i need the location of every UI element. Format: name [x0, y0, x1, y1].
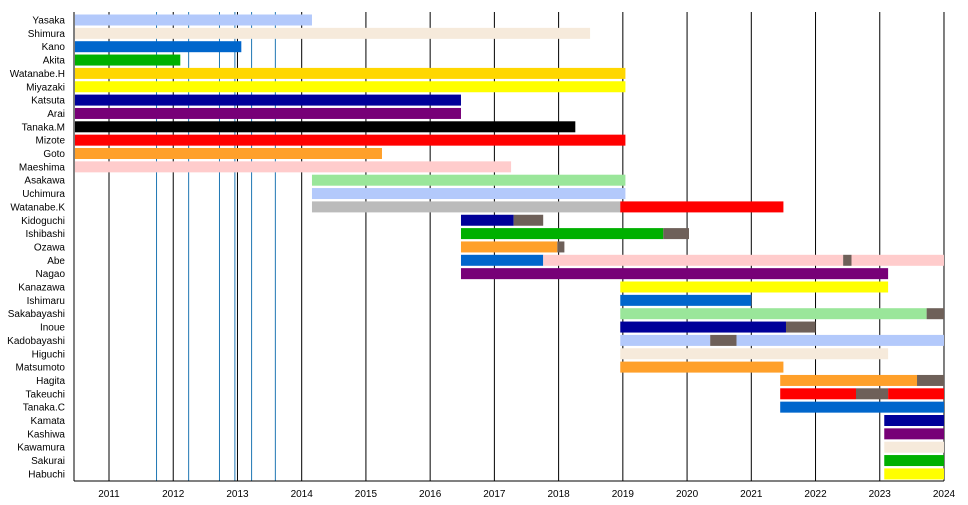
- member-bar-segment: [736, 334, 944, 346]
- member-label: Watanabe.K: [10, 202, 65, 213]
- member-bar-segment: [926, 308, 944, 320]
- member-bar-segment: [74, 134, 626, 146]
- x-tick-label: 2014: [291, 489, 314, 500]
- member-bar-segment: [74, 27, 591, 39]
- member-label: Goto: [43, 149, 65, 160]
- x-tick-label: 2022: [804, 489, 827, 500]
- member-label: Matsumoto: [16, 363, 66, 374]
- member-bar-segment: [460, 214, 514, 226]
- member-label: Tanaka.M: [22, 122, 65, 133]
- member-label: Watanabe.H: [10, 69, 65, 80]
- member-bar-segment: [74, 67, 626, 79]
- member-bar-segment: [620, 294, 752, 306]
- member-label: Ishibashi: [26, 229, 65, 240]
- member-bar-segment: [460, 268, 889, 280]
- member-bar-segment: [620, 308, 927, 320]
- member-bar-segment: [543, 254, 844, 266]
- member-label: Kidoguchi: [21, 216, 65, 227]
- member-label: Mizote: [36, 136, 66, 147]
- member-label: Arai: [47, 109, 65, 120]
- x-tick-label: 2012: [162, 489, 185, 500]
- x-tick-label: 2013: [226, 489, 249, 500]
- member-bar-segment: [780, 401, 944, 413]
- member-bar-segment: [460, 254, 544, 266]
- member-label: Ishimaru: [27, 296, 65, 307]
- member-label: Nagao: [36, 269, 66, 280]
- member-label: Kashiwa: [27, 429, 65, 440]
- x-tick-label: 2011: [98, 489, 120, 500]
- x-tick-label: 2021: [740, 489, 763, 500]
- member-bar-segment: [74, 14, 312, 26]
- member-label: Takeuchi: [26, 389, 65, 400]
- member-bar-segment: [620, 348, 889, 360]
- member-bar-segment: [460, 241, 558, 253]
- member-label: Kanazawa: [18, 283, 65, 294]
- x-tick-label: 2015: [355, 489, 378, 500]
- member-bar-segment: [884, 428, 944, 440]
- member-label: Maeshima: [19, 162, 66, 173]
- member-bar-segment: [620, 361, 784, 373]
- member-bar-segment: [74, 54, 181, 66]
- member-label: Sakabayashi: [8, 309, 65, 320]
- member-bar-segment: [74, 81, 626, 93]
- x-tick-label: 2019: [612, 489, 635, 500]
- member-label: Ozawa: [34, 242, 66, 253]
- x-tick-label: 2018: [547, 489, 570, 500]
- x-tick-label: 2023: [869, 489, 892, 500]
- x-tick-label: 2024: [933, 489, 956, 500]
- member-bar-segment: [311, 201, 621, 213]
- member-bar-segment: [851, 254, 944, 266]
- member-label: Kawamura: [17, 443, 65, 454]
- member-bar-segment: [710, 334, 737, 346]
- member-label: Asakawa: [24, 176, 65, 187]
- member-label: Miyazaki: [26, 82, 65, 93]
- member-bar-segment: [785, 321, 816, 333]
- member-bar-segment: [843, 254, 852, 266]
- x-tick-label: 2016: [419, 489, 442, 500]
- member-bar-segment: [311, 188, 626, 200]
- member-bar-segment: [620, 321, 786, 333]
- member-bar-segment: [780, 388, 856, 400]
- member-label: Inoue: [40, 323, 65, 334]
- member-bar-segment: [460, 228, 664, 240]
- member-bar-segment: [74, 107, 461, 119]
- member-bar-segment: [620, 334, 711, 346]
- member-label: Kano: [42, 42, 66, 53]
- member-bar-segment: [780, 374, 918, 386]
- member-bar-segment: [855, 388, 889, 400]
- member-label: Shimura: [28, 29, 66, 40]
- member-label: Habuchi: [28, 469, 65, 480]
- member-bar-segment: [620, 281, 889, 293]
- member-label: Abe: [47, 256, 65, 267]
- member-bar-segment: [884, 468, 944, 480]
- member-bar-segment: [888, 388, 944, 400]
- member-label: Sakurai: [31, 456, 65, 467]
- member-bar-segment: [884, 441, 944, 453]
- member-label: Kamata: [31, 416, 66, 427]
- x-tick-label: 2020: [676, 489, 699, 500]
- member-label: Hagita: [36, 376, 65, 387]
- member-bar-segment: [74, 94, 461, 106]
- x-tick-label: 2017: [483, 489, 506, 500]
- member-label: Katsuta: [31, 96, 65, 107]
- member-bar-segment: [311, 174, 626, 186]
- member-bar-segment: [74, 41, 242, 53]
- member-bar-segment: [74, 161, 512, 173]
- member-label: Tanaka.C: [23, 403, 65, 414]
- member-bar-segment: [884, 455, 944, 467]
- member-bar-segment: [884, 415, 944, 426]
- member-bar-segment: [74, 121, 576, 133]
- member-bar-segment: [513, 214, 544, 226]
- member-bar-segment: [663, 228, 689, 240]
- member-bar-segment: [620, 201, 784, 213]
- member-label: Akita: [43, 56, 66, 67]
- member-bar-segment: [557, 241, 565, 253]
- member-bar-segment: [917, 374, 944, 386]
- member-label: Kadobayashi: [7, 336, 65, 347]
- member-label: Higuchi: [32, 349, 65, 360]
- member-bar-segment: [74, 148, 382, 159]
- member-label: Uchimura: [22, 189, 65, 200]
- member-label: Yasaka: [32, 16, 65, 27]
